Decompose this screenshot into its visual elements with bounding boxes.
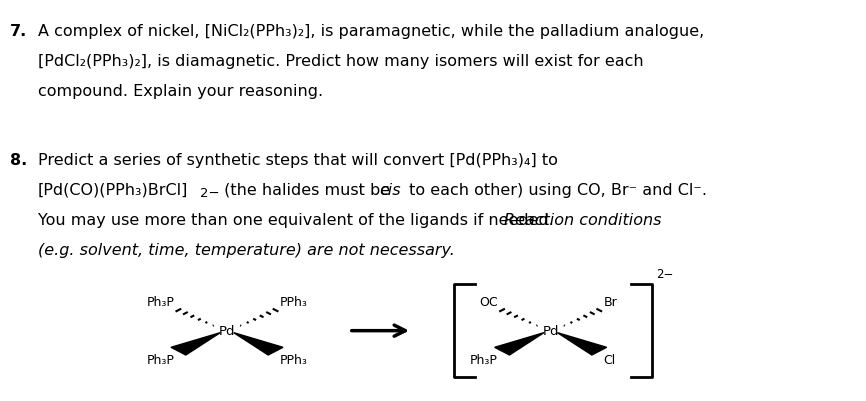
Text: Br: Br (604, 296, 617, 308)
Text: 8.: 8. (10, 152, 28, 167)
Polygon shape (234, 333, 283, 355)
Text: You may use more than one equivalent of the ligands if needed.: You may use more than one equivalent of … (38, 213, 559, 227)
Text: PPh₃: PPh₃ (280, 353, 307, 366)
Text: Ph₃P: Ph₃P (470, 353, 498, 366)
Text: 2−: 2− (656, 268, 673, 281)
Polygon shape (171, 333, 220, 355)
Text: Ph₃P: Ph₃P (146, 353, 174, 366)
Text: [Pd(CO)(PPh₃)BrCl]: [Pd(CO)(PPh₃)BrCl] (38, 182, 188, 197)
Text: Pd: Pd (542, 324, 559, 337)
Text: Reaction conditions: Reaction conditions (504, 213, 662, 227)
Text: compound. Explain your reasoning.: compound. Explain your reasoning. (38, 84, 323, 99)
Text: 2−: 2− (200, 186, 220, 199)
Text: Pd: Pd (219, 324, 236, 337)
Text: Cl: Cl (604, 353, 616, 366)
Text: 7.: 7. (10, 24, 28, 39)
Text: Ph₃P: Ph₃P (146, 296, 174, 308)
Text: OC: OC (479, 296, 498, 308)
Text: Predict a series of synthetic steps that will convert [Pd(PPh₃)₄] to: Predict a series of synthetic steps that… (38, 152, 558, 167)
Text: (the halides must be: (the halides must be (218, 182, 395, 197)
Text: (e.g. solvent, time, temperature) are not necessary.: (e.g. solvent, time, temperature) are no… (38, 243, 455, 257)
Polygon shape (558, 333, 607, 355)
Text: PPh₃: PPh₃ (280, 296, 307, 308)
Text: cis: cis (379, 182, 401, 197)
Text: A complex of nickel, [NiCl₂(PPh₃)₂], is paramagnetic, while the palladium analog: A complex of nickel, [NiCl₂(PPh₃)₂], is … (38, 24, 704, 39)
Polygon shape (494, 333, 544, 355)
Text: to each other) using CO, Br⁻ and Cl⁻.: to each other) using CO, Br⁻ and Cl⁻. (404, 182, 707, 197)
Text: [PdCl₂(PPh₃)₂], is diamagnetic. Predict how many isomers will exist for each: [PdCl₂(PPh₃)₂], is diamagnetic. Predict … (38, 54, 643, 69)
